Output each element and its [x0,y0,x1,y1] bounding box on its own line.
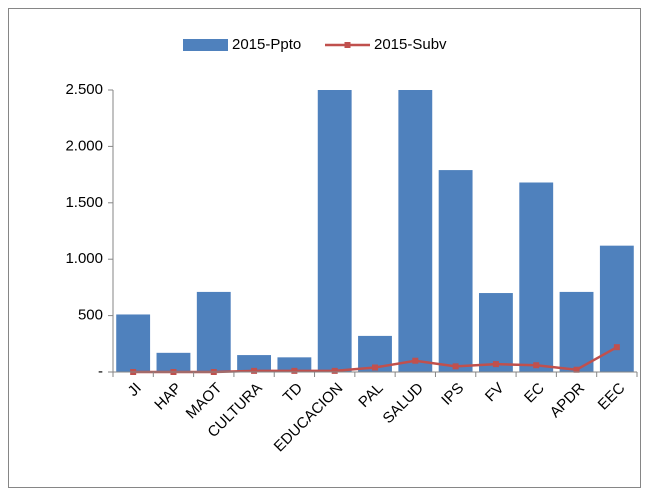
line-marker [573,366,580,373]
y-tick-label: 1.000 [65,250,103,267]
bar [438,170,473,372]
line-marker [251,367,258,374]
line-marker [372,364,378,371]
y-tick-label: 1.500 [65,194,103,211]
line-marker [492,361,499,368]
line-marker [533,362,540,369]
bar [519,182,554,372]
bar [559,291,594,372]
bar [237,355,272,372]
bar [116,314,151,372]
bar [599,245,634,372]
y-tick-label: 2.000 [65,137,103,154]
y-tick-label: - [98,363,103,380]
legend-label: 2015-Ppto [232,36,301,53]
bar [277,357,312,372]
line-marker [331,367,338,374]
bar [398,90,433,372]
legend-label: 2015-Subv [374,36,447,53]
line-marker [613,344,620,351]
line-marker [291,367,298,374]
bar [478,293,513,372]
legend-swatch [183,39,228,51]
line-marker [412,357,419,364]
legend-marker [344,42,351,48]
bar [196,291,231,372]
y-tick-label: 2.500 [65,81,103,98]
y-tick-label: 500 [78,307,103,324]
bar [156,352,191,372]
bar [317,90,352,372]
line-marker [452,363,459,370]
